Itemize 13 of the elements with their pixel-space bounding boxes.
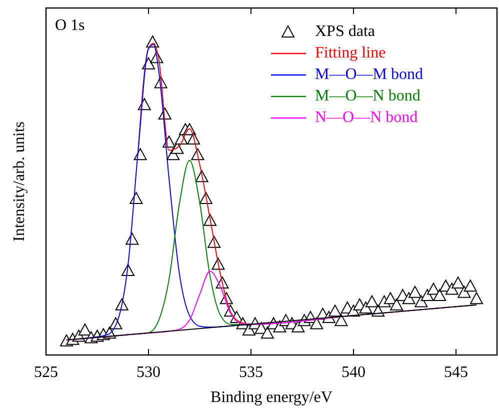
legend-label: M—O—N bond	[315, 88, 420, 104]
legend-label: N—O—N bond	[315, 109, 418, 126]
legend-label: M—O—M bond	[315, 66, 424, 83]
x-tick-label: 530	[136, 364, 160, 381]
chart-title: O 1s	[55, 17, 85, 34]
legend-label: Fitting line	[315, 44, 386, 62]
x-tick-label: 525	[34, 364, 58, 381]
x-tick-label: 535	[239, 364, 263, 381]
x-tick-label: 545	[444, 364, 468, 381]
x-tick-label: 540	[342, 364, 366, 381]
x-axis-title: Binding energy/eV	[210, 389, 333, 406]
y-axis-title: Intensity/arb. units	[11, 122, 28, 242]
legend-label: XPS data	[315, 23, 375, 40]
